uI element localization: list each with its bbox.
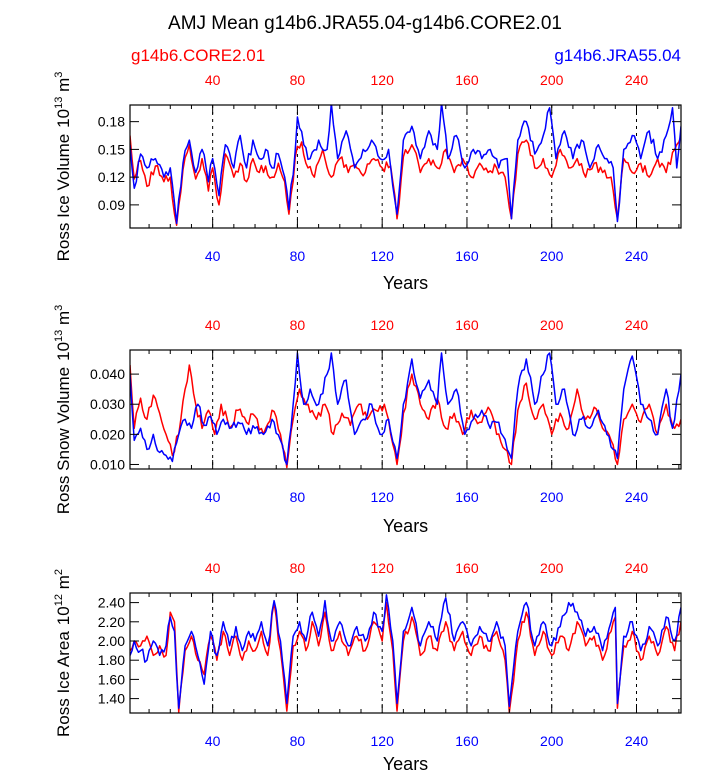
y-tick-label: 2.20 xyxy=(98,614,125,630)
y-tick-label: 0.030 xyxy=(90,396,125,412)
x-tick-label-top: 40 xyxy=(205,72,221,88)
x-tick-label-bottom: 80 xyxy=(290,733,306,749)
x-tick-label-top: 40 xyxy=(205,560,221,576)
y-label-unit-pow: 3 xyxy=(53,72,65,78)
y-label-unit-exp: 13 xyxy=(53,97,65,109)
x-tick-label-bottom: 40 xyxy=(205,733,221,749)
x-tick-label-top: 160 xyxy=(455,72,479,88)
y-label-unit-m: m xyxy=(54,311,73,330)
y-label-unit-m: m xyxy=(54,78,73,97)
y-label-name: Ross Snow Volume xyxy=(54,367,73,514)
y-tick-label: 2.00 xyxy=(98,633,125,649)
x-tick-label-bottom: 240 xyxy=(625,733,649,749)
chart-panel-3: 1.40 1.60 1.80 2.00 2.20 2.40 40 40 80 80 120 120 16… xyxy=(53,560,682,774)
y-tick-label: 1.40 xyxy=(98,691,125,707)
x-tick-label-bottom: 120 xyxy=(371,489,395,505)
y-axis-label: Ross Ice Area 1012 m2 xyxy=(53,569,73,737)
legend-jra-label: g14b6.JRA55.04 xyxy=(554,46,681,65)
x-tick-label-top: 80 xyxy=(290,560,306,576)
y-label-unit-m: m xyxy=(54,575,73,594)
series-line-jra xyxy=(130,352,681,466)
chart-panel-2: 0.010 0.020 0.030 0.040 40 40 80 80 120 120 160 160… xyxy=(53,305,682,536)
x-tick-label-top: 120 xyxy=(371,317,395,333)
y-label-unit-exp: 13 xyxy=(53,330,65,342)
y-tick-label: 0.15 xyxy=(98,141,125,157)
x-tick-label-bottom: 120 xyxy=(371,248,395,264)
series-line-core xyxy=(130,601,681,713)
x-tick-label-bottom: 40 xyxy=(205,248,221,264)
plot-frame xyxy=(129,592,682,714)
y-axis-label: Ross Snow Volume 1013 m3 xyxy=(53,305,73,515)
y-label-unit-pow: 3 xyxy=(53,305,65,311)
x-axis-label: Years xyxy=(383,516,428,536)
series-line-jra xyxy=(130,105,681,225)
x-tick-label-top: 160 xyxy=(455,317,479,333)
y-axis-label: Ross Ice Volume 1013 m3 xyxy=(53,72,73,262)
y-label-unit-base: 10 xyxy=(54,109,73,128)
y-tick-label: 2.40 xyxy=(98,595,125,611)
x-tick-label-bottom: 200 xyxy=(540,733,564,749)
x-tick-label-bottom: 160 xyxy=(455,489,479,505)
x-tick-label-top: 160 xyxy=(455,560,479,576)
plot-frame xyxy=(129,349,682,470)
y-tick-label: 0.010 xyxy=(90,456,125,472)
series-line-core xyxy=(130,135,681,226)
chart-panel-1: 0.09 0.12 0.15 0.18 40 40 80 80 120 120 160 160 200 2… xyxy=(53,72,682,293)
x-tick-label-top: 240 xyxy=(625,317,649,333)
x-tick-label-bottom: 240 xyxy=(625,489,649,505)
y-label-unit-base: 10 xyxy=(54,342,73,361)
x-tick-label-bottom: 200 xyxy=(540,489,564,505)
x-axis-label: Years xyxy=(383,273,428,293)
series-line-core xyxy=(130,364,681,469)
legend-core-label: g14b6.CORE2.01 xyxy=(131,46,265,65)
x-axis-label: Years xyxy=(383,754,428,774)
y-tick-label: 0.18 xyxy=(98,114,125,130)
y-label-unit-pow: 2 xyxy=(53,569,65,575)
x-tick-label-bottom: 160 xyxy=(455,248,479,264)
x-tick-label-bottom: 80 xyxy=(290,248,306,264)
x-tick-label-top: 240 xyxy=(625,560,649,576)
plot-frame xyxy=(129,104,682,229)
x-tick-label-top: 120 xyxy=(371,560,395,576)
y-tick-label: 0.040 xyxy=(90,366,125,382)
series-line-jra xyxy=(130,594,681,709)
y-label-unit-exp: 12 xyxy=(53,594,65,606)
y-label-name: Ross Ice Volume xyxy=(54,134,73,262)
x-tick-label-bottom: 240 xyxy=(625,248,649,264)
figure-title: AMJ Mean g14b6.JRA55.04-g14b6.CORE2.01 xyxy=(168,13,562,34)
x-tick-label-bottom: 40 xyxy=(205,489,221,505)
y-label-name: Ross Ice Area xyxy=(54,631,73,737)
x-tick-label-bottom: 120 xyxy=(371,733,395,749)
panels: 0.09 0.12 0.15 0.18 40 40 80 80 120 120 160 160 200 2… xyxy=(53,72,682,774)
x-tick-label-top: 80 xyxy=(290,72,306,88)
x-tick-label-top: 80 xyxy=(290,317,306,333)
y-label-unit-base: 10 xyxy=(54,606,73,625)
y-tick-label: 0.12 xyxy=(98,169,125,185)
x-tick-label-bottom: 160 xyxy=(455,733,479,749)
x-tick-label-top: 200 xyxy=(540,317,564,333)
x-tick-label-top: 240 xyxy=(625,72,649,88)
x-tick-label-top: 200 xyxy=(540,560,564,576)
x-tick-label-bottom: 80 xyxy=(290,489,306,505)
x-tick-label-top: 200 xyxy=(540,72,564,88)
y-tick-label: 0.09 xyxy=(98,197,125,213)
x-tick-label-top: 120 xyxy=(371,72,395,88)
y-tick-label: 1.80 xyxy=(98,652,125,668)
x-tick-label-bottom: 200 xyxy=(540,248,564,264)
x-tick-label-top: 40 xyxy=(205,317,221,333)
y-tick-label: 0.020 xyxy=(90,426,125,442)
y-tick-label: 1.60 xyxy=(98,671,125,687)
